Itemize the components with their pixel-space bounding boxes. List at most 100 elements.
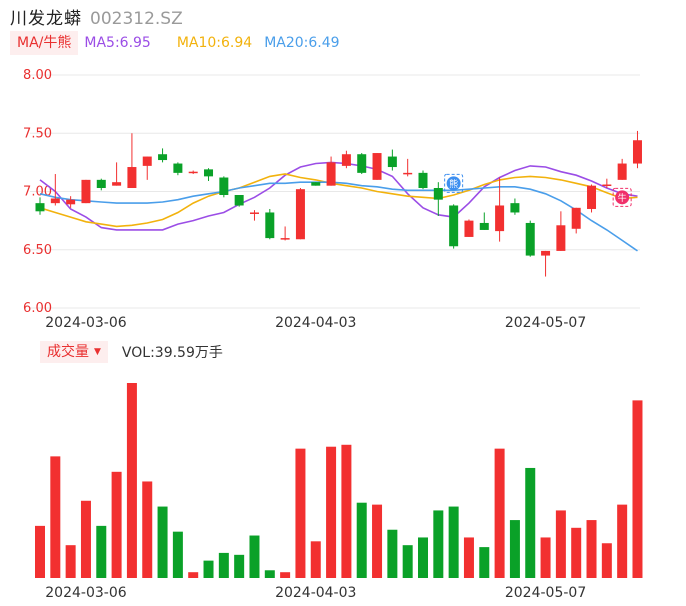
volume-bar [264,570,275,578]
candle-body [219,177,229,195]
candle-body [510,203,520,213]
volume-bar [601,543,612,578]
bear-signal-badge-frame [444,173,464,193]
bear-signal-badge: 熊 [444,173,464,193]
candle [280,226,290,241]
candle-body [602,184,612,187]
signal-badges: 熊牛 [444,173,632,207]
candle [66,196,76,208]
volume-bar [418,537,428,578]
candle [632,130,642,169]
candle [372,153,382,180]
candle-body [173,163,183,173]
volume-bar [341,444,352,578]
volume-bar [218,552,229,578]
volume-bar [188,572,199,578]
candle-body [127,167,137,189]
volume-indicator-selector[interactable]: 成交量 ▼ [40,341,108,363]
volume-bar [479,547,490,578]
candle [219,176,229,198]
moving-average-lines [39,161,638,252]
price-x-tick-label: 2024-05-07 [505,315,586,331]
candle [418,170,428,190]
candle-body [403,172,413,175]
candle [541,250,551,277]
candle-body [265,212,275,239]
candle-body [449,205,459,247]
volume-bar [126,383,137,578]
volume-bar [463,537,474,578]
candle [249,210,259,221]
volume-bar [586,520,597,578]
volume-bar [249,535,260,578]
volume-value: VOL:39.59万手 [121,345,223,361]
ma20-label: MA20:6.49 [264,35,340,51]
ma5-label: MA5:6.95 [84,35,151,51]
candle-body [234,194,244,206]
volume-bar [234,554,245,578]
candle [234,194,244,207]
stock-code: 002312.SZ [90,9,183,29]
price-y-tick-label: 8.00 [23,68,52,83]
ma10-label: MA10:6.94 [176,35,253,51]
volume-bar [540,537,551,578]
ma-legend: MA/牛熊 MA5:6.95 MA10:6.94 MA20:6.49 [10,31,340,55]
candle-body [158,154,168,161]
candle [127,133,137,189]
price-y-tick-label: 7.00 [23,185,52,200]
candle-body [357,154,367,173]
candle [602,178,612,189]
volume-bar [509,520,520,578]
volume-bar [111,471,122,578]
volume-bar [571,527,582,578]
candle [571,207,581,234]
volume-bar [35,525,45,578]
candle-body [188,171,198,174]
ma10-line [39,173,638,228]
candle-body [96,179,106,189]
candle [311,182,321,186]
candle [464,219,474,237]
candle-body [556,225,566,251]
candle [387,149,397,171]
volume-bar [448,506,459,578]
candlestick-series [35,130,642,277]
candle-body [632,140,642,164]
candle-body [35,203,45,212]
candle-body [617,163,627,180]
candle-body [112,182,122,186]
candle [96,178,106,191]
candle-body [587,185,597,209]
candle-body [341,154,351,166]
bull-signal-badge: 牛 [612,187,632,207]
bull-signal-badge-dot [615,190,630,205]
volume-bar [295,448,306,578]
bull-signal-badge-label: 牛 [618,192,627,204]
volume-bar [172,531,183,578]
candle [204,168,214,182]
candle [587,184,597,213]
price-y-tick-label: 7.50 [23,126,52,141]
price-y-axis: 8.00 7.50 7.00 6.50 6.00 [23,68,52,316]
ma-type-selector[interactable]: MA/牛熊 [10,31,79,55]
volume-legend: 成交量 ▼ VOL:39.59万手 [40,341,223,363]
candle [50,174,60,206]
candle [433,182,443,216]
bull-signal-badge-frame [612,187,632,207]
candle-body [204,169,214,177]
price-y-tick-label: 6.50 [23,243,52,258]
volume-bar [525,467,536,578]
candle [556,211,566,251]
candle [188,170,198,175]
candle [403,158,413,177]
candle-body [372,153,382,180]
ma20-line [39,181,638,252]
candle-body [479,222,489,230]
candle-body [142,156,152,166]
volume-series [35,383,643,578]
candle-body [249,212,259,214]
volume-bar [555,510,566,578]
stock-header: 川发龙蟒 002312.SZ [10,4,183,29]
volume-bar [326,446,337,578]
